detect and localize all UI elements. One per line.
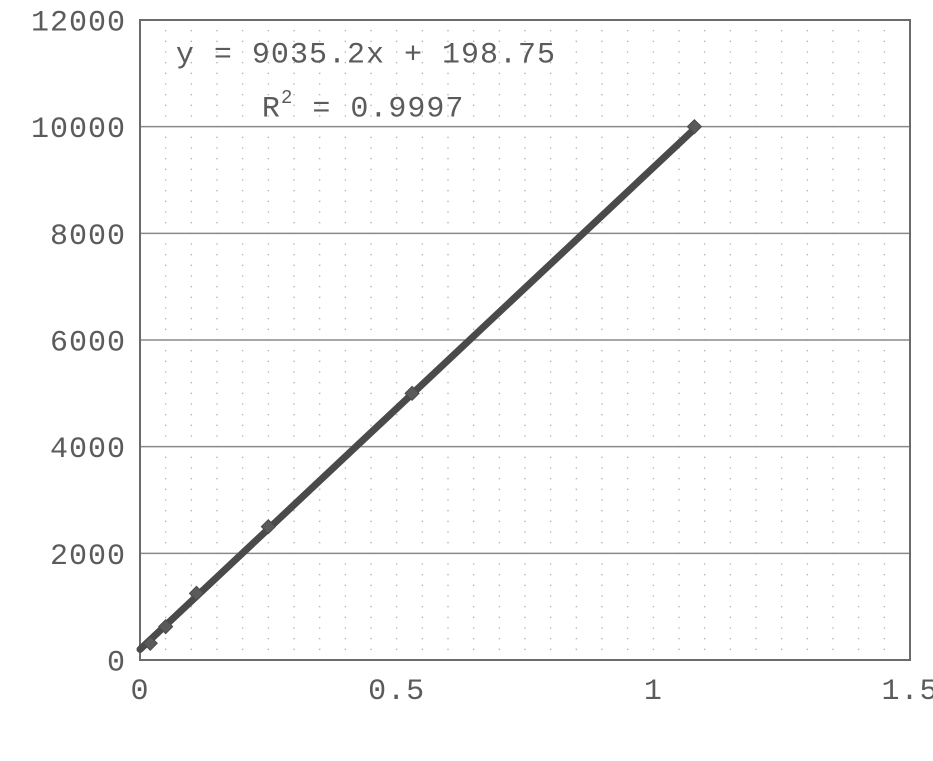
x-tick-label: 0.5 [368,675,425,709]
equation-line-1: y = 9035.2x + 198.75 [176,39,556,73]
linear-regression-chart: 0 2000 4000 6000 8000 10000 12000 0 0.5 1 1.5 y = 9… [0,0,933,761]
x-tick-label: 1 [644,675,663,709]
y-tick-label: 8000 [50,220,126,254]
x-tick-label: 1.5 [881,675,933,709]
y-tick-label: 2000 [50,540,126,574]
y-tick-label: 10000 [31,113,126,147]
y-tick-label: 4000 [50,433,126,467]
x-tick-label: 0 [130,675,149,709]
y-tick-label: 0 [107,647,126,681]
y-tick-label: 12000 [31,7,126,41]
y-tick-label: 6000 [50,327,126,361]
chart-svg: 0 2000 4000 6000 8000 10000 12000 0 0.5 1 1.5 y = 9… [0,0,933,761]
